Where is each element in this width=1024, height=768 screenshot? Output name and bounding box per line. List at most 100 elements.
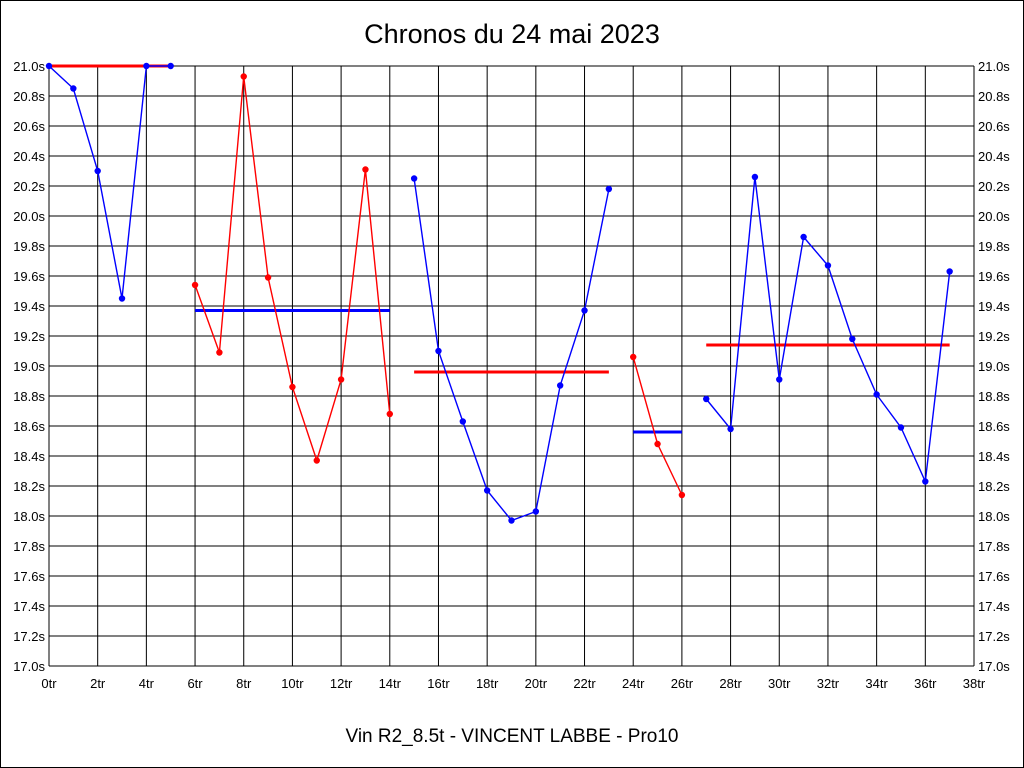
axis-ticks: 0tr 2tr 4tr 6tr 8tr 10tr 12tr 14tr 16tr 18tr 20tr 2… — [13, 59, 1010, 691]
y-tick-label-right: 18.2s — [978, 479, 1010, 494]
y-tick-label-left: 20.8s — [13, 89, 45, 104]
series-3-line — [413, 178, 610, 522]
y-tick-label-left: 19.2s — [13, 329, 45, 344]
series-3-point — [532, 508, 540, 515]
y-tick-label-left: 18.4s — [13, 449, 45, 464]
y-tick-label-left: 20.2s — [13, 179, 45, 194]
y-tick-label-left: 18.2s — [13, 479, 45, 494]
x-tick-label: 12tr — [330, 676, 353, 691]
series-4-point — [630, 353, 637, 361]
y-tick-label-left: 20.6s — [13, 119, 45, 134]
series-5-point — [897, 424, 905, 431]
y-tick-label-right: 17.4s — [978, 599, 1010, 614]
x-tick-label: 2tr — [90, 676, 106, 691]
y-tick-label-right: 19.8s — [978, 239, 1010, 254]
series-3-point — [459, 418, 467, 425]
y-tick-label-right: 20.0s — [978, 209, 1010, 224]
x-tick-label: 0tr — [41, 676, 57, 691]
series-2-point — [386, 410, 393, 418]
series-1-point — [118, 295, 126, 302]
y-tick-label-left: 20.4s — [13, 149, 45, 164]
series-5-point — [800, 233, 807, 241]
series-1-point — [70, 85, 77, 92]
series-5-point — [776, 376, 783, 383]
series-3-point — [410, 175, 418, 182]
x-tick-label: 22tr — [573, 676, 596, 691]
y-tick-label-right: 17.8s — [978, 539, 1010, 554]
series-2-point — [313, 457, 320, 464]
series-2-point — [240, 73, 247, 80]
x-tick-label: 24tr — [622, 676, 645, 691]
x-tick-label: 26tr — [671, 676, 694, 691]
series-5-point — [849, 335, 856, 343]
y-tick-label-left: 17.0s — [13, 659, 45, 674]
y-tick-label-left: 17.6s — [13, 569, 45, 584]
series-5-point — [727, 425, 734, 433]
y-tick-label-left: 19.4s — [13, 299, 45, 314]
y-tick-label-right: 21.0s — [978, 59, 1010, 74]
y-tick-label-left: 18.6s — [13, 419, 45, 434]
y-tick-label-right: 20.8s — [978, 89, 1010, 104]
x-tick-label: 6tr — [187, 676, 203, 691]
y-tick-label-right: 19.2s — [978, 329, 1010, 344]
series-2-point — [289, 383, 296, 391]
y-tick-label-right: 19.0s — [978, 359, 1010, 374]
y-tick-label-right: 17.0s — [978, 659, 1010, 674]
series-4-point — [678, 491, 686, 499]
series-5-point — [946, 268, 953, 275]
series-3-point — [508, 517, 515, 524]
x-tick-label: 4tr — [139, 676, 155, 691]
y-tick-label-left: 21.0s — [13, 59, 45, 74]
series-3-point — [483, 487, 491, 494]
chart-subtitle: Vin R2_8.5t - VINCENT LABBE - Pro10 — [345, 726, 678, 747]
series-5-point — [751, 173, 759, 181]
series-points — [45, 62, 953, 524]
x-tick-label: 32tr — [817, 676, 840, 691]
y-tick-label-left: 18.0s — [13, 509, 45, 524]
y-tick-label-right: 19.6s — [978, 269, 1010, 284]
y-tick-label-left: 17.8s — [13, 539, 45, 554]
series-4-point — [654, 440, 661, 448]
average-lines — [49, 64, 950, 434]
x-tick-label: 18tr — [476, 676, 499, 691]
y-tick-label-left: 19.6s — [13, 269, 45, 284]
y-tick-label-right: 20.6s — [978, 119, 1010, 134]
y-tick-label-right: 18.8s — [978, 389, 1010, 404]
y-tick-label-right: 18.4s — [978, 449, 1010, 464]
series-3-point — [581, 307, 588, 314]
x-tick-label: 8tr — [236, 676, 252, 691]
y-tick-label-left: 18.8s — [13, 389, 45, 404]
y-tick-label-left: 19.8s — [13, 239, 45, 254]
y-tick-label-right: 20.2s — [978, 179, 1010, 194]
plot-grid — [48, 65, 975, 667]
series-lines — [48, 65, 951, 522]
series-1-line — [48, 65, 171, 299]
series-1-point — [143, 62, 150, 70]
x-tick-label: 20tr — [525, 676, 548, 691]
series-5-point — [824, 262, 832, 269]
x-tick-label: 36tr — [914, 676, 937, 691]
y-tick-label-left: 19.0s — [13, 359, 45, 374]
x-tick-label: 14tr — [379, 676, 402, 691]
series-5-point — [873, 391, 880, 398]
chart-title: Chronos du 24 mai 2023 — [364, 19, 660, 49]
y-tick-label-right: 17.6s — [978, 569, 1010, 584]
series-2-point — [191, 281, 199, 289]
series-1-point — [94, 167, 101, 175]
y-tick-label-right: 18.0s — [978, 509, 1010, 524]
y-tick-label-left: 17.4s — [13, 599, 45, 614]
y-tick-label-right: 19.4s — [978, 299, 1010, 314]
y-tick-label-left: 17.2s — [13, 629, 45, 644]
series-1-point — [167, 62, 174, 70]
y-tick-label-right: 18.6s — [978, 419, 1010, 434]
x-tick-label: 28tr — [719, 676, 742, 691]
series-3-point — [605, 185, 613, 193]
x-tick-label: 30tr — [768, 676, 791, 691]
x-tick-label: 38tr — [963, 676, 986, 691]
x-tick-label: 10tr — [281, 676, 304, 691]
x-tick-label: 34tr — [865, 676, 888, 691]
series-1-point — [45, 62, 53, 70]
series-3-point — [556, 382, 564, 389]
